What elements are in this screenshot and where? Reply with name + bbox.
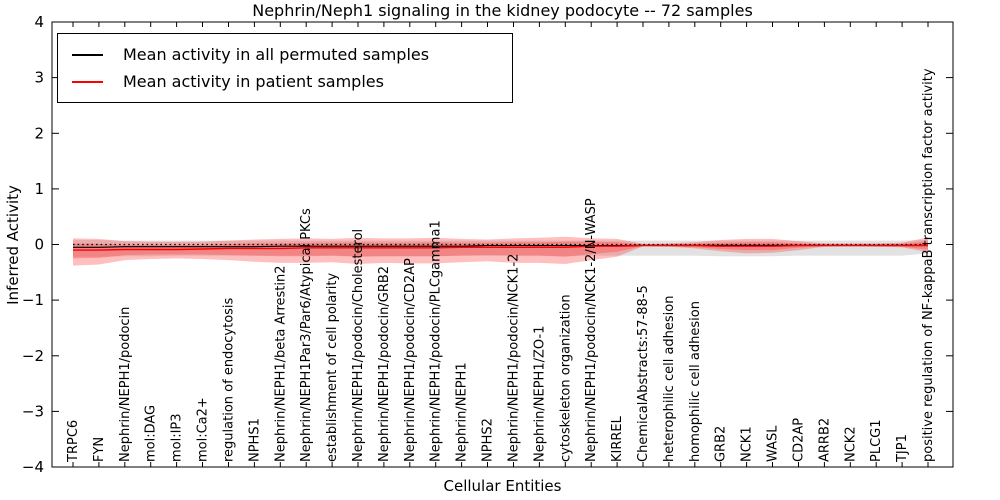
x-tick-label: Nephrin/NEPH1/podocin/Cholesterol: [351, 229, 366, 462]
y-tick-label: 4: [34, 13, 44, 31]
x-tick-label: PLCG1: [869, 419, 884, 462]
x-tick-label: NCK2: [843, 426, 858, 462]
x-tick-label: CD2AP: [792, 418, 807, 462]
x-tick-label: mol:IP3: [170, 413, 185, 462]
x-tick-label: Nephrin/NEPH1/ZO-1: [532, 326, 547, 462]
legend-row-permuted: Mean activity in all permuted samples: [72, 41, 512, 68]
y-tick-label: −4: [22, 458, 44, 476]
y-tick-label: 0: [34, 236, 44, 254]
y-axis-label: Inferred Activity: [4, 185, 22, 305]
x-tick-label: NPHS2: [481, 418, 496, 462]
permuted-range-band: [73, 240, 928, 257]
x-tick-label: Nephrin/NEPH1/podocin/NCK1-2: [507, 254, 522, 462]
x-tick-label: Nephrin/NEPH1/beta Arrestin2: [273, 266, 288, 463]
x-tick-label: cytoskeleton organization: [558, 294, 573, 462]
y-tick-label: −3: [22, 402, 44, 420]
x-tick-label: Nephrin/NEPH1/podocin: [118, 307, 133, 462]
legend-row-patient: Mean activity in patient samples: [72, 68, 512, 95]
x-tick-label: NPHS1: [247, 418, 262, 462]
x-tick-label: homophilic cell adhesion: [688, 301, 703, 462]
legend: Mean activity in all permuted samples Me…: [57, 33, 513, 103]
legend-label-permuted: Mean activity in all permuted samples: [123, 45, 430, 64]
x-tick-label: GRB2: [714, 426, 729, 462]
x-tick-label: NCK1: [740, 426, 755, 462]
x-tick-label: WASL: [766, 425, 781, 462]
x-tick-label: Nephrin/NEPH1/podocin/GRB2: [377, 266, 392, 462]
x-tick-label: establishment of cell polarity: [325, 273, 340, 462]
x-axis-label: Cellular Entities: [443, 477, 562, 495]
y-tick-label: 3: [34, 69, 44, 87]
x-tick-label: Nephrin/NEPH1/podocin/CD2AP: [403, 258, 418, 462]
chart-title: Nephrin/Neph1 signaling in the kidney po…: [252, 1, 753, 20]
x-tick-label: Nephrin/NEPH1: [455, 362, 470, 462]
y-tick-label: −2: [22, 347, 44, 365]
x-tick-label: mol:DAG: [144, 405, 159, 462]
x-tick-label: TJP1: [895, 434, 910, 463]
x-tick-label: Nephrin/NEPH1/podocin/NCK1-2/N-WASP: [584, 198, 599, 462]
x-tick-label: regulation of endocytosis: [222, 297, 237, 462]
x-tick-label: Nephrin/NEPH1Par3/Par6/Atypical PKCs: [299, 208, 314, 462]
legend-label-patient: Mean activity in patient samples: [123, 72, 384, 91]
y-tick-label: 2: [34, 124, 44, 142]
y-tick-label: 1: [34, 180, 44, 198]
x-tick-label: ARRB2: [817, 418, 832, 462]
legend-line-black: [72, 53, 103, 56]
series-line-1: [73, 244, 928, 251]
x-tick-label: KIRREL: [610, 415, 625, 462]
x-tick-label: Nephrin/NEPH1/podocin/PLCgamma1: [429, 220, 444, 462]
patient-range-outer-band: [73, 236, 928, 266]
y-tick-label: −1: [22, 291, 44, 309]
legend-line-red: [72, 80, 103, 83]
x-tick-label: TRPC6: [66, 420, 81, 463]
x-tick-label: positive regulation of NF-kappaB transcr…: [921, 68, 936, 462]
x-tick-label: ChemicalAbstracts:57-88-5: [636, 285, 651, 462]
x-tick-label: FYN: [92, 437, 107, 462]
x-tick-label: heterophilic cell adhesion: [662, 296, 677, 463]
x-tick-label: mol:Ca2+: [196, 397, 211, 462]
